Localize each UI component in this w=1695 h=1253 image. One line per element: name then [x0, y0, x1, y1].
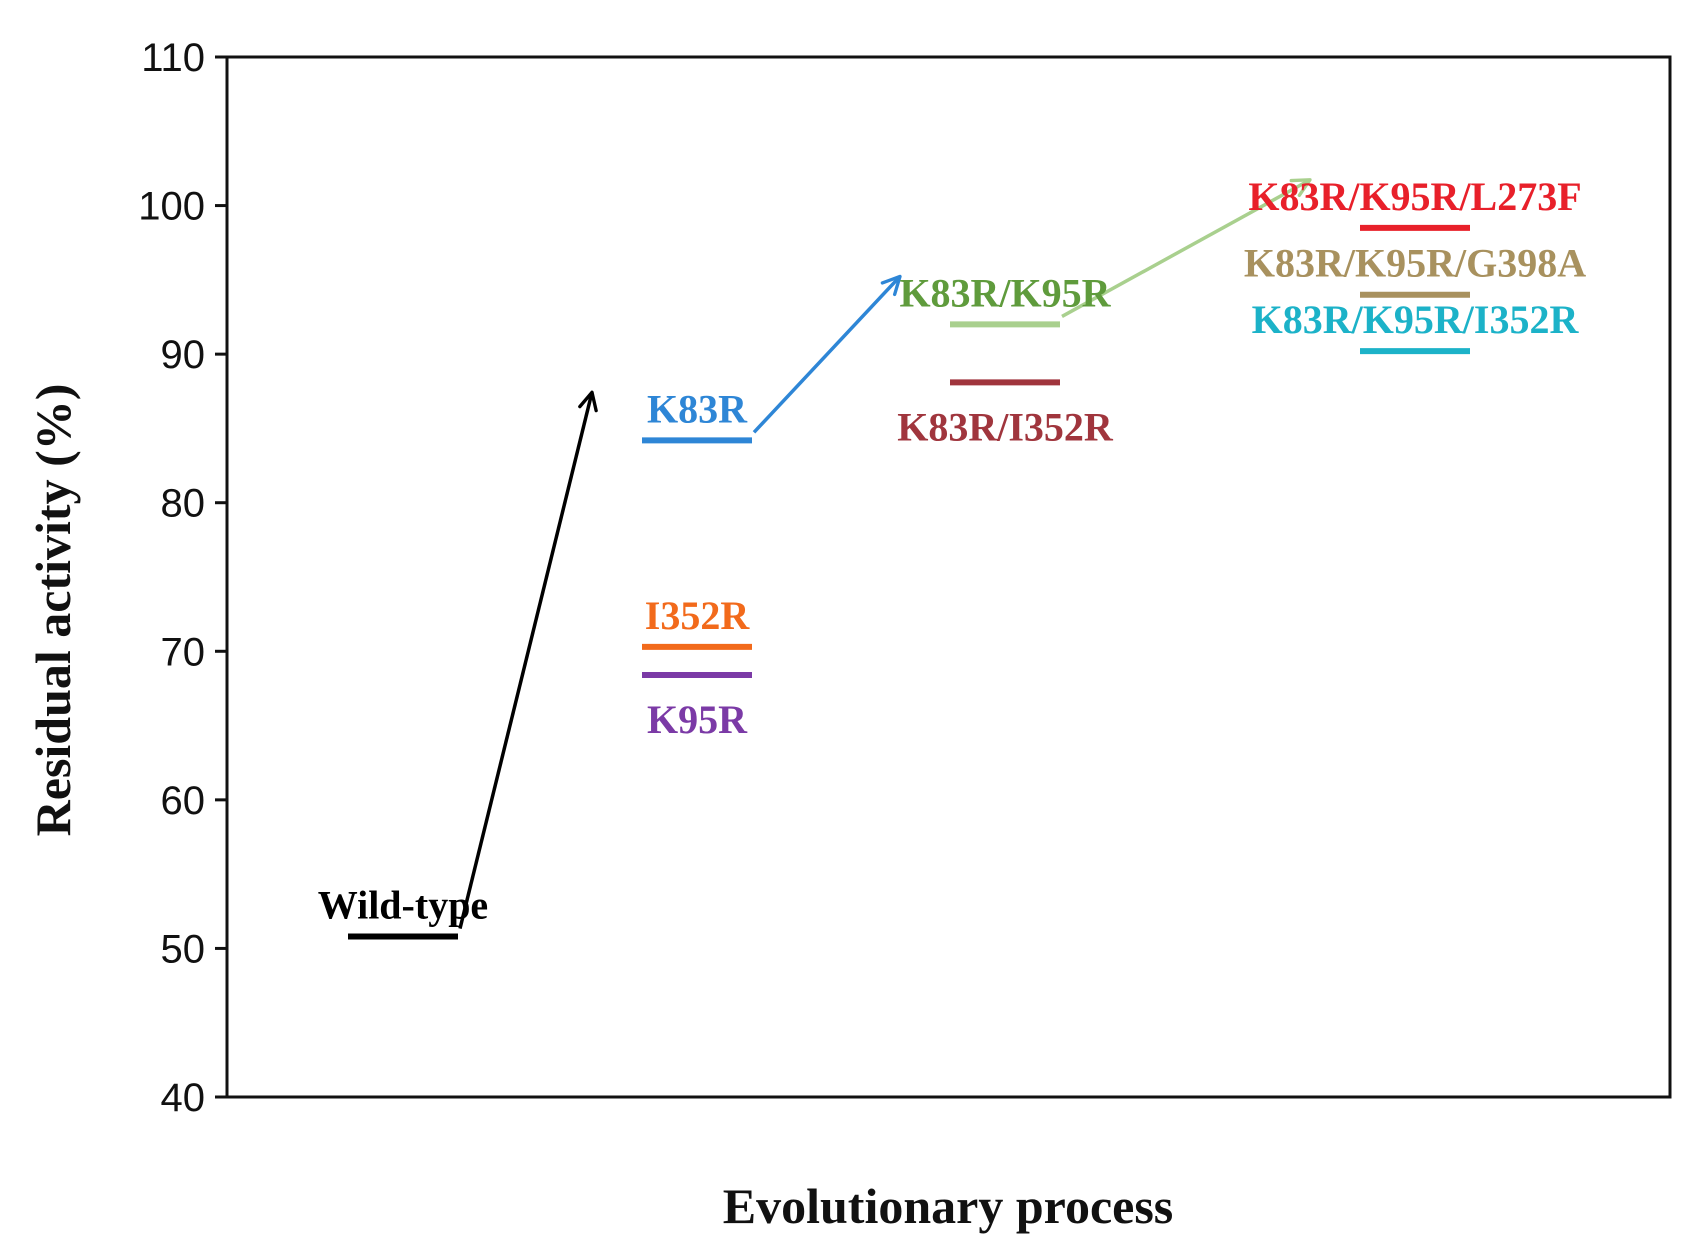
- y-tick-label-100: 100: [138, 185, 205, 229]
- y-tick-label-80: 80: [161, 482, 206, 526]
- label-k83r-k95r: K83R/K95R: [899, 270, 1111, 315]
- label-k83r-k95r-i352r: K83R/K95R/I352R: [1252, 297, 1580, 342]
- y-tick-label-40: 40: [161, 1076, 206, 1120]
- arrow-k83r-k95r-to-k83r-k95r-l273f: [1061, 178, 1312, 318]
- label-k83r-k95r-g398a: K83R/K95R/G398A: [1244, 241, 1586, 286]
- y-tick-label-110: 110: [141, 36, 205, 80]
- label-k83r-k95r-l273f: K83R/K95R/L273F: [1248, 174, 1581, 219]
- y-axis-title: Residual activity (%): [25, 384, 81, 837]
- y-tick-label-70: 70: [161, 630, 206, 674]
- arrow-wild-type-to-k83r: [458, 390, 598, 929]
- data-points: Wild-type K83R I352R K95R K83R/K95R K83R/I352…: [318, 174, 1586, 940]
- y-tick-label-50: 50: [161, 927, 206, 971]
- x-axis-title: Evolutionary process: [723, 1178, 1174, 1234]
- label-wild-type: Wild-type: [318, 883, 488, 928]
- arrow-k83r-to-k83r-k95r: [752, 274, 902, 434]
- y-tick-label-90: 90: [161, 333, 206, 377]
- arrows: [458, 178, 1312, 929]
- label-i352r: I352R: [645, 593, 751, 638]
- label-k95r: K95R: [647, 697, 748, 742]
- y-tick-label-60: 60: [161, 779, 206, 823]
- label-k83r: K83R: [647, 386, 748, 431]
- label-k83r-i352r: K83R/I352R: [897, 404, 1114, 449]
- y-axis: 40 50 60 70 80 90 100 110: [138, 36, 227, 1120]
